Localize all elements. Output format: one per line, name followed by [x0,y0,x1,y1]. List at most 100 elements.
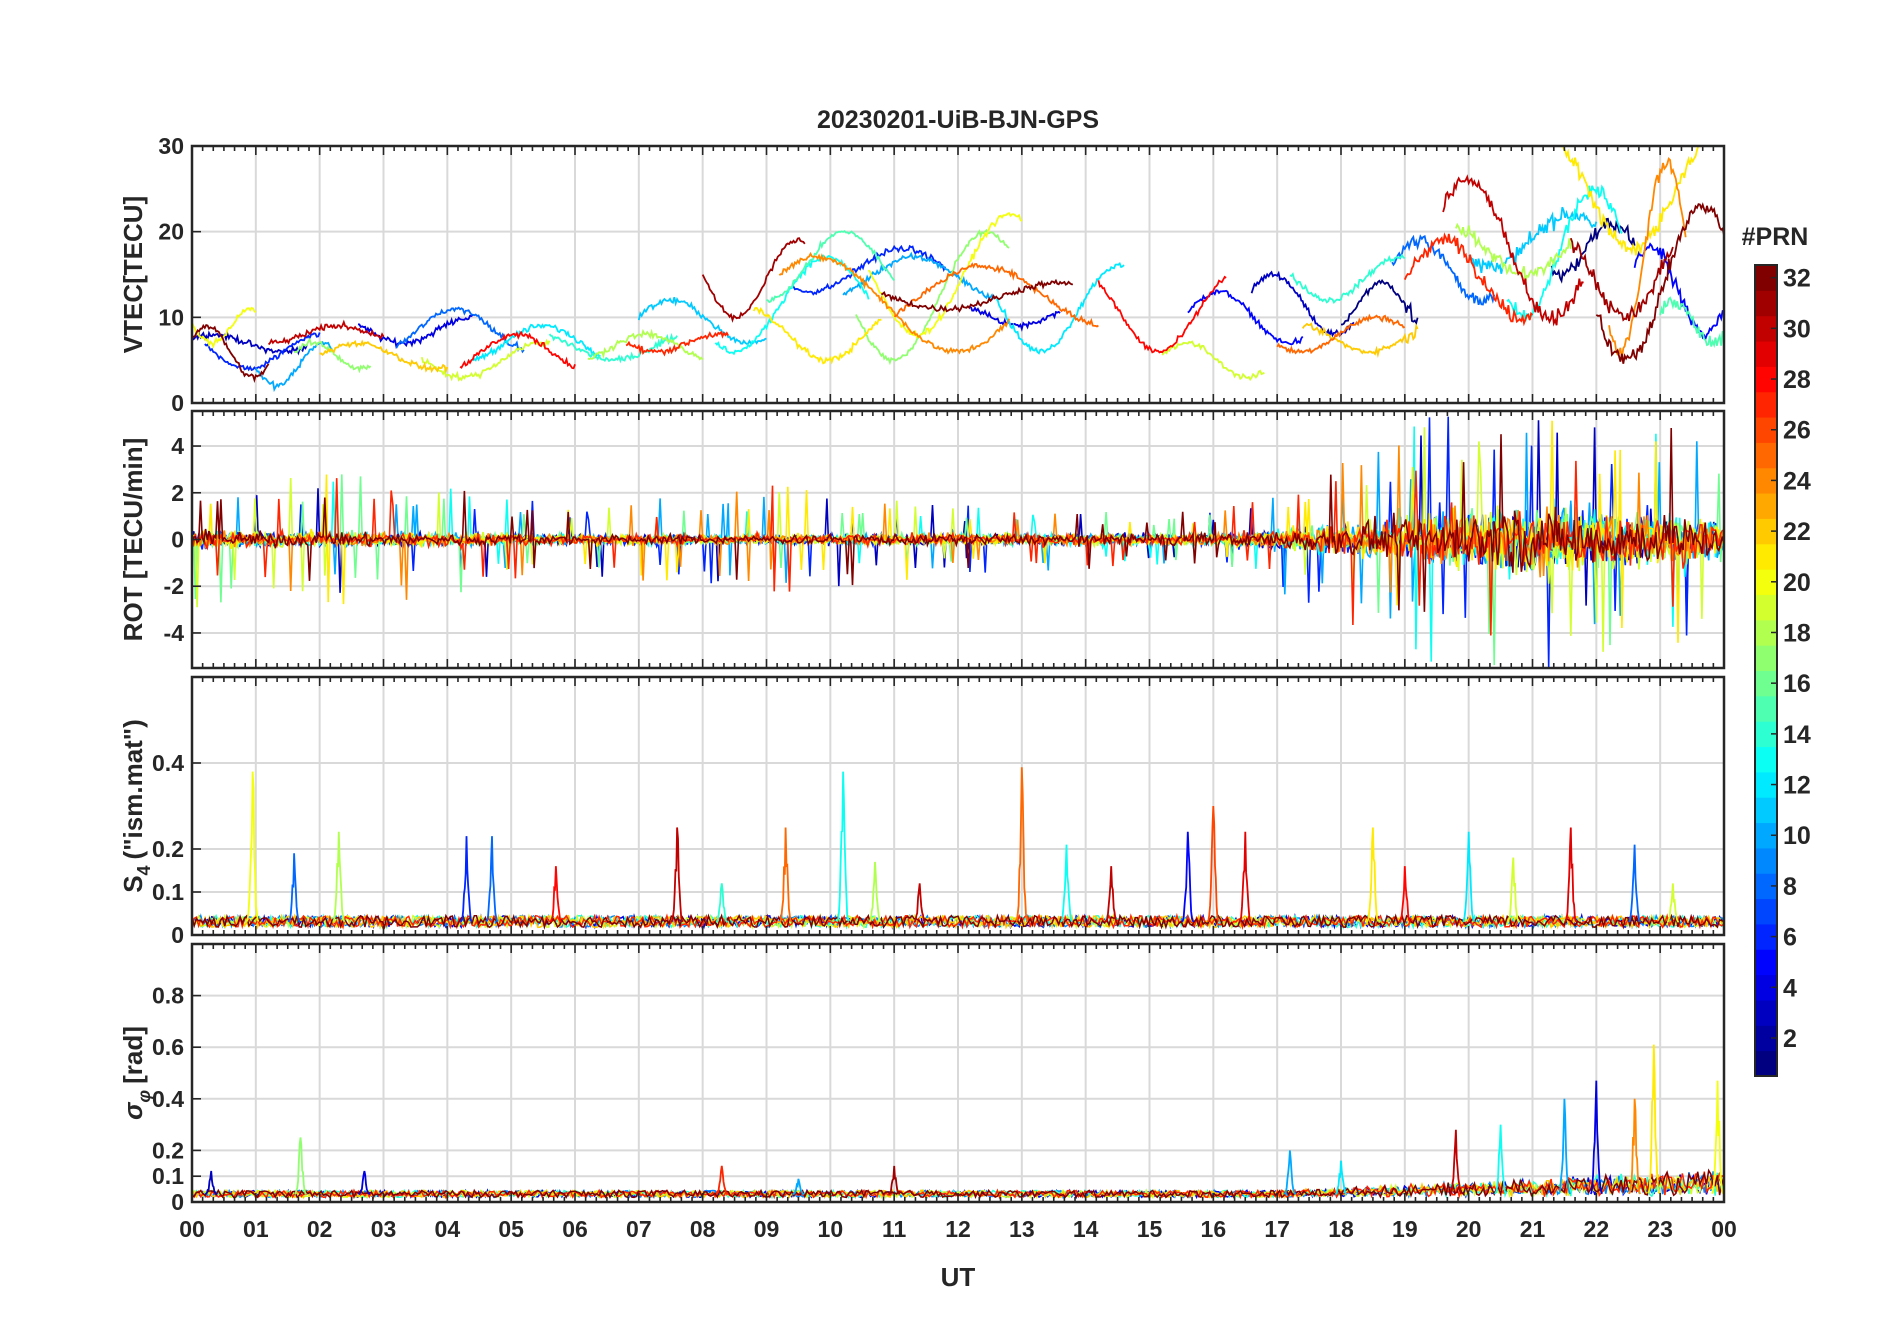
s4-spike-0 [246,771,260,922]
s4-spike-23 [1628,844,1642,923]
vtec-series-prn-22 [319,339,449,374]
vtec-series-prn-8 [395,306,525,354]
vtec-series-prn-22 [1301,322,1419,359]
colorbar-segment [1755,265,1777,291]
vtec-series-prn-3 [1250,270,1355,339]
x-tick-label: 01 [243,1216,269,1242]
y-axis-label-rot: ROT [TECU/min] [118,438,148,642]
vtec-series-prn-28 [459,330,576,370]
vtec-series-prn-21 [1559,146,1700,256]
s4-spike-22 [1564,827,1578,923]
y-axis-label-vtec: VTEC[TECU] [118,196,148,353]
vtec-series-prn-11 [637,296,767,345]
y-axis-label-sigma_phi: σφ[rad] [118,1026,154,1120]
sigma_phi-spike-12 [1628,1098,1642,1195]
panel-vtec: 0 10 20 30 VTEC[TECU] [118,133,1726,416]
y-tick-label: 0.4 [152,1086,184,1112]
y-tick-label: 2 [171,480,184,506]
colorbar-segment [1755,341,1777,367]
colorbar-tick-label: 8 [1783,873,1797,901]
colorbar-segment [1755,923,1777,950]
y-tick-label: 0.1 [152,879,184,905]
s4-spike-14 [1104,866,1118,923]
sigma_phi-spike-7 [1334,1160,1348,1195]
y-tick-label: 0.4 [152,750,184,776]
vtec-series-prn-25 [894,262,1099,328]
x-axis-label: UT [941,1262,976,1292]
x-tick-label: 12 [945,1216,971,1242]
sigma_phi-spike-13 [1647,1044,1661,1195]
x-tick-label: 17 [1264,1216,1290,1242]
colorbar-segment [1755,949,1777,976]
chart-title: 20230201-UiB-BJN-GPS [817,106,1099,134]
vtec-series-prn-6 [204,332,321,372]
s4-spike-8 [779,827,793,923]
grid-s4 [192,677,1724,936]
x-tick-label: 10 [818,1216,844,1242]
colorbar-segment [1755,569,1777,595]
colorbar-segment [1755,797,1777,824]
colorbar-tick-label: 22 [1783,518,1811,546]
s4-spike-6 [670,827,684,923]
y-tick-label: 4 [171,433,184,459]
vtec-series-prn-14 [1289,253,1406,304]
s4-spike-17 [1238,831,1252,923]
vtec-series-prn-19 [1161,340,1265,382]
panel-rot: -4 -2 0 2 4 ROT [TECU/min] [118,409,1726,670]
vtec-series-prn-6 [791,244,947,296]
colorbar-segment [1755,645,1777,671]
rot-series-prn-32 [192,427,1724,612]
s4-spike-18 [1366,827,1380,923]
axes-rot: -4 -2 0 2 4 [164,409,1726,670]
s4-spike-21 [1506,857,1520,923]
vtec-series-prn-14 [548,332,678,364]
sigma_phi-spike-5 [887,1165,901,1196]
data-vtec [192,146,1724,393]
y-tick-label: 20 [158,219,184,245]
sigma_phi-spike-1 [294,1137,307,1195]
colorbar-segment [1755,518,1777,545]
vtec-series-prn-20 [192,306,257,349]
colorbar-tick-label: 18 [1783,619,1811,647]
colorbar-segment [1755,467,1777,494]
colorbar-tick-label: 28 [1783,366,1811,394]
s4-spike-11 [913,883,926,923]
x-tick-label: 02 [307,1216,333,1242]
vtec-series-prn-1 [1550,217,1636,284]
colorbar-tick-label: 4 [1783,974,1797,1002]
colorbar-tick-label: 2 [1783,1025,1797,1053]
colorbar-segment [1755,315,1777,342]
x-tick-label: 20 [1456,1216,1482,1242]
x-tick-label: 03 [371,1216,397,1242]
x-tick-label: 11 [882,1216,907,1242]
s4-spike-20 [1462,831,1476,923]
x-tick-label: 07 [626,1216,652,1242]
vtec-series-prn-32 [1595,202,1724,364]
colorbar-segment [1755,898,1777,925]
vtec-series-prn-31 [1569,237,1674,322]
vtec-series-prn-27 [1403,232,1534,327]
colorbar-tick-label: 30 [1783,315,1811,343]
x-tick-label: 05 [498,1216,524,1242]
colorbar-segment [1755,847,1777,874]
s4-spike-15 [1181,831,1195,923]
colorbar-tick-label: 6 [1783,924,1797,952]
colorbar-frame [1754,264,1778,1077]
s4-spike-5 [549,866,563,923]
y-tick-label: 0 [171,922,184,948]
vtec-series-prn-25 [1276,313,1406,355]
y-tick-label: 0 [171,1189,184,1215]
colorbar-segment [1755,670,1777,697]
s4-spike-1 [287,853,301,923]
y-axis-label-s4: S4("ism.mat") [118,719,154,893]
vtec-series-prn-30 [1442,174,1584,327]
x-tick-label: 04 [435,1216,461,1242]
x-tick-label: 13 [1009,1216,1035,1242]
axes-sigma_phi: 00.10.2 0.4 0.6 0.8 00 01 02 03 04 05 06 07 08 09 10 11… [152,942,1737,1242]
s4-spike-7 [715,883,728,923]
vtec-series-prn-18 [1455,222,1572,283]
s4-spike-12 [1015,767,1029,922]
colorbar-segment [1755,999,1777,1026]
y-tick-label: 0.2 [152,1137,184,1163]
